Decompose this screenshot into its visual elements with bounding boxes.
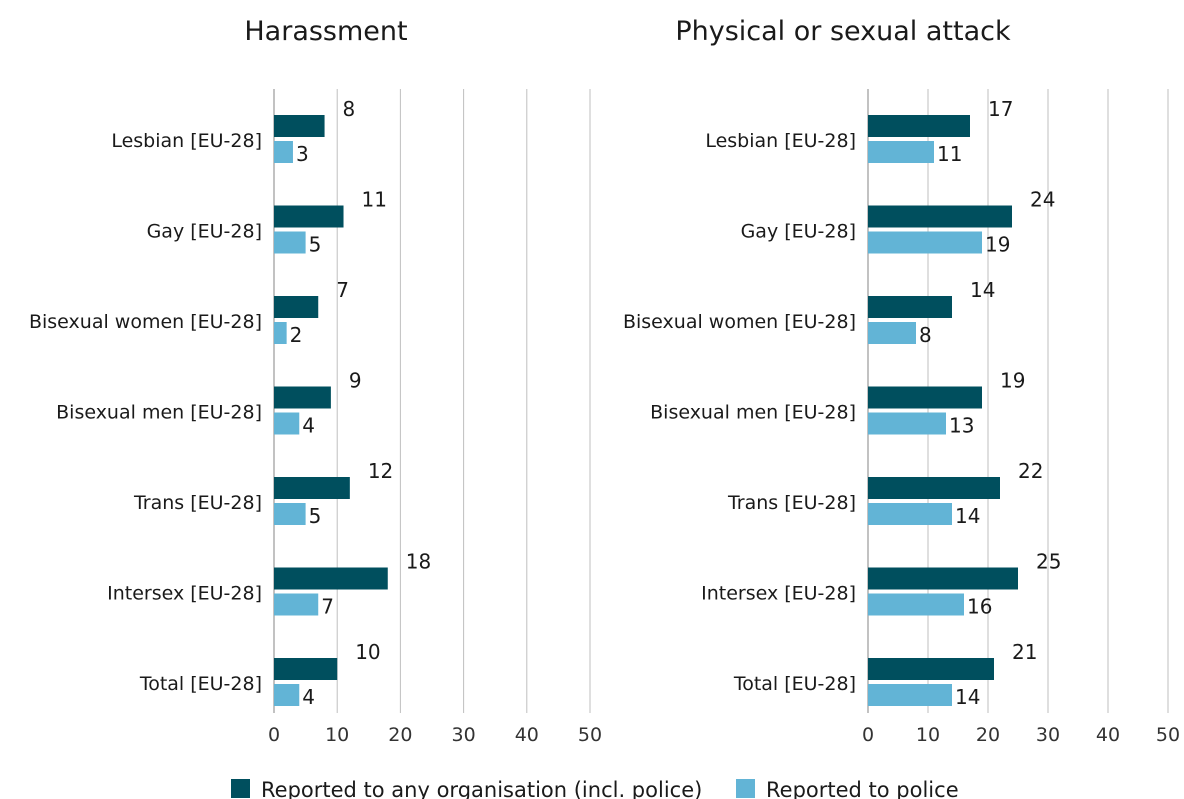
data-label: 8: [343, 97, 356, 121]
category-label: Total [EU-28]: [733, 673, 856, 695]
bar-any-organisation: [274, 205, 344, 228]
category-label: Gay [EU-28]: [741, 221, 856, 243]
bar-police: [868, 141, 934, 163]
data-label: 12: [368, 459, 393, 483]
x-tick-label: 30: [452, 724, 476, 746]
data-label: 14: [955, 504, 980, 528]
chart-panel-2: Physical or sexual attack 0 10 20 30 40 50 Lesb…: [623, 16, 1180, 746]
data-label: 14: [970, 278, 995, 302]
data-label: 19: [1000, 369, 1025, 393]
bar-police: [868, 593, 964, 616]
x-tick-label: 0: [862, 724, 874, 746]
x-tick-label: 10: [325, 724, 349, 746]
legend-label: Reported to any organisation (incl. poli…: [261, 778, 702, 799]
x-tick-label: 40: [515, 724, 539, 746]
legend-swatch: [736, 779, 755, 798]
bar-police: [868, 412, 946, 435]
category-label: Bisexual men [EU-28]: [56, 402, 262, 424]
data-label: 11: [362, 188, 387, 212]
legend: Reported to any organisation (incl. poli…: [231, 778, 959, 799]
bar-police: [274, 503, 306, 525]
data-label: 3: [296, 142, 309, 166]
data-label: 22: [1018, 459, 1043, 483]
data-label: 7: [321, 595, 334, 619]
legend-label: Reported to police: [766, 778, 959, 799]
bar-police: [274, 412, 300, 435]
bar-any-organisation: [274, 386, 331, 409]
category-label: Bisexual men [EU-28]: [650, 402, 856, 424]
bar-any-organisation: [868, 567, 1018, 590]
x-tick-label: 50: [578, 724, 602, 746]
legend-swatch: [231, 779, 250, 798]
x-tick-label: 20: [976, 724, 1000, 746]
data-label: 10: [355, 640, 380, 664]
data-label: 25: [1036, 550, 1061, 574]
data-label: 2: [290, 323, 303, 347]
category-label: Trans [EU-28]: [727, 492, 856, 514]
data-label: 5: [309, 504, 322, 528]
category-label: Total [EU-28]: [139, 673, 262, 695]
category-label: Lesbian [EU-28]: [111, 130, 262, 152]
bar-any-organisation: [274, 296, 319, 318]
bar-police: [868, 684, 952, 706]
category-label: Bisexual women [EU-28]: [29, 311, 262, 333]
data-label: 11: [937, 142, 962, 166]
bar-any-organisation: [274, 658, 338, 680]
category-label: Intersex [EU-28]: [701, 583, 856, 605]
bar-any-organisation: [274, 477, 350, 499]
chart-panel-1: Harassment 0 10 20 30 40 50 Lesbian [EU-28] 8 3 Ga…: [29, 16, 602, 746]
data-label: 19: [985, 233, 1010, 257]
data-label: 16: [967, 595, 992, 619]
data-label: 9: [349, 369, 362, 393]
data-label: 24: [1030, 188, 1055, 212]
data-label: 4: [302, 685, 315, 709]
bar-police: [274, 231, 306, 254]
data-label: 21: [1012, 640, 1037, 664]
bar-any-organisation: [868, 386, 982, 409]
data-label: 13: [949, 414, 974, 438]
x-tick-label: 20: [388, 724, 412, 746]
data-label: 8: [919, 323, 932, 347]
data-label: 17: [988, 97, 1013, 121]
category-label: Gay [EU-28]: [147, 221, 262, 243]
x-tick-label: 40: [1096, 724, 1120, 746]
category-label: Bisexual women [EU-28]: [623, 311, 856, 333]
bar-any-organisation: [868, 477, 1000, 499]
bar-police: [274, 593, 319, 616]
bar-any-organisation: [868, 205, 1012, 228]
x-tick-label: 10: [916, 724, 940, 746]
bar-police: [868, 322, 916, 344]
x-tick-label: 0: [268, 724, 280, 746]
bar-any-organisation: [868, 115, 970, 137]
data-label: 18: [406, 550, 431, 574]
chart-title: Harassment: [244, 16, 407, 47]
bar-any-organisation: [868, 296, 952, 318]
data-label: 14: [955, 685, 980, 709]
data-label: 7: [336, 278, 349, 302]
bar-any-organisation: [868, 658, 994, 680]
bar-police: [868, 503, 952, 525]
x-tick-label: 50: [1156, 724, 1180, 746]
category-label: Intersex [EU-28]: [107, 583, 262, 605]
category-label: Trans [EU-28]: [133, 492, 262, 514]
category-label: Lesbian [EU-28]: [705, 130, 856, 152]
bar-any-organisation: [274, 115, 325, 137]
bar-police: [274, 322, 287, 344]
bar-police: [868, 231, 982, 254]
bar-police: [274, 684, 300, 706]
data-label: 4: [302, 414, 315, 438]
x-tick-label: 30: [1036, 724, 1060, 746]
bar-police: [274, 141, 293, 163]
data-label: 5: [309, 233, 322, 257]
bar-any-organisation: [274, 567, 388, 590]
chart-title: Physical or sexual attack: [675, 16, 1011, 47]
